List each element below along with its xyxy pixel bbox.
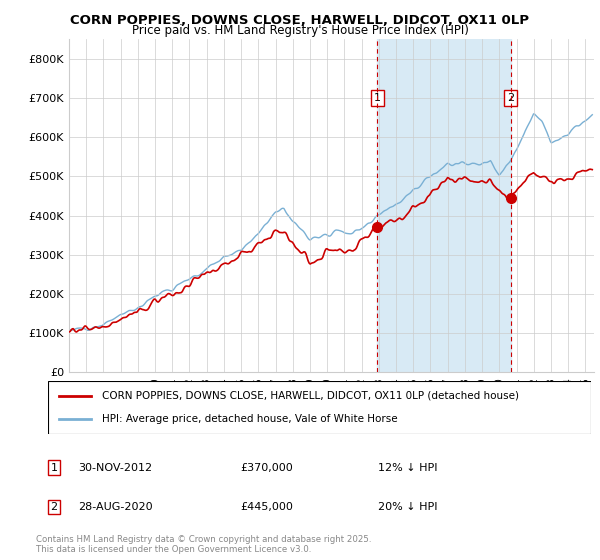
Bar — [377, 39, 511, 372]
Text: Contains HM Land Registry data © Crown copyright and database right 2025.
This d: Contains HM Land Registry data © Crown c… — [36, 535, 371, 554]
Text: 1: 1 — [374, 93, 381, 103]
Text: CORN POPPIES, DOWNS CLOSE, HARWELL, DIDCOT, OX11 0LP (detached house): CORN POPPIES, DOWNS CLOSE, HARWELL, DIDC… — [103, 391, 519, 401]
Text: 12% ↓ HPI: 12% ↓ HPI — [378, 463, 437, 473]
Text: 28-AUG-2020: 28-AUG-2020 — [78, 502, 152, 512]
Text: HPI: Average price, detached house, Vale of White Horse: HPI: Average price, detached house, Vale… — [103, 414, 398, 424]
Text: 2: 2 — [507, 93, 514, 103]
Text: 30-NOV-2012: 30-NOV-2012 — [78, 463, 152, 473]
Text: £370,000: £370,000 — [240, 463, 293, 473]
Text: Price paid vs. HM Land Registry's House Price Index (HPI): Price paid vs. HM Land Registry's House … — [131, 24, 469, 37]
Text: 1: 1 — [50, 463, 58, 473]
Text: 2: 2 — [50, 502, 58, 512]
Text: CORN POPPIES, DOWNS CLOSE, HARWELL, DIDCOT, OX11 0LP: CORN POPPIES, DOWNS CLOSE, HARWELL, DIDC… — [71, 14, 530, 27]
Text: £445,000: £445,000 — [240, 502, 293, 512]
Text: 20% ↓ HPI: 20% ↓ HPI — [378, 502, 437, 512]
